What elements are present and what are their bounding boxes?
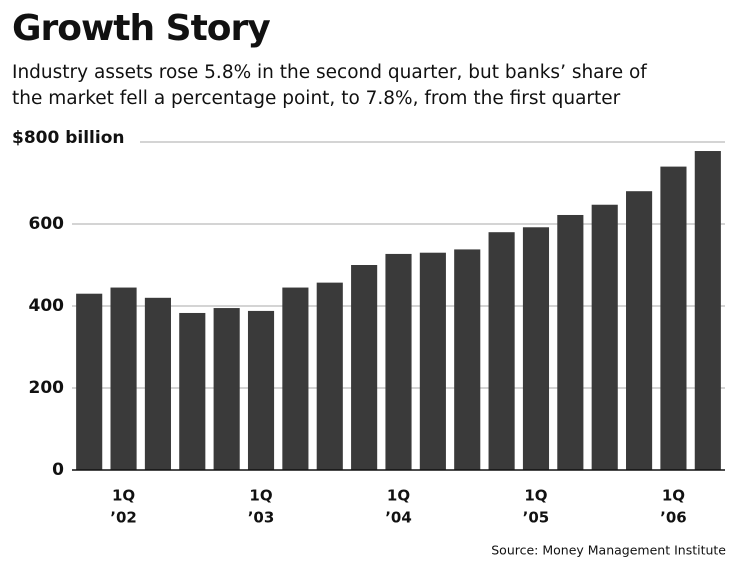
chart-title: Growth Story bbox=[12, 8, 270, 49]
x-tick-label: ’03 bbox=[248, 509, 275, 527]
bar bbox=[522, 227, 550, 470]
y-tick-label: 0 bbox=[52, 460, 64, 480]
source: Source: Money Management Institute bbox=[491, 543, 726, 558]
bar bbox=[454, 249, 481, 470]
bar bbox=[419, 252, 446, 470]
bar bbox=[626, 191, 653, 470]
x-tick-label: 1Q bbox=[387, 487, 410, 505]
bar bbox=[179, 312, 206, 470]
bar bbox=[557, 214, 584, 470]
y-tick-label: $800 billion bbox=[12, 128, 125, 148]
bar bbox=[213, 308, 240, 470]
x-tick-label: 1Q bbox=[662, 487, 685, 505]
x-tick-label: ’06 bbox=[660, 509, 687, 527]
bar bbox=[694, 151, 721, 470]
subtitle-line: Industry assets rose 5.8% in the second … bbox=[12, 62, 647, 83]
bar bbox=[351, 265, 378, 470]
y-tick-label: 200 bbox=[29, 378, 65, 398]
bar bbox=[488, 232, 515, 470]
bar bbox=[316, 282, 343, 470]
x-tick-label: 1Q bbox=[524, 487, 547, 505]
bar bbox=[385, 253, 412, 470]
bar bbox=[76, 293, 103, 470]
bar bbox=[144, 297, 171, 470]
y-tick-label: 400 bbox=[29, 296, 65, 316]
bar bbox=[110, 287, 137, 470]
bar bbox=[591, 204, 618, 471]
bar bbox=[247, 310, 275, 470]
x-tick-label: ’05 bbox=[523, 509, 550, 527]
x-tick-label: 1Q bbox=[112, 487, 135, 505]
y-tick-label: 600 bbox=[29, 214, 65, 234]
bar bbox=[660, 166, 687, 470]
bar bbox=[282, 287, 309, 470]
x-tick-label: 1Q bbox=[249, 487, 272, 505]
subtitle-line: the market fell a percentage point, to 7… bbox=[12, 88, 621, 109]
x-tick-label: ’02 bbox=[110, 509, 137, 527]
x-tick-label: ’04 bbox=[385, 509, 412, 527]
